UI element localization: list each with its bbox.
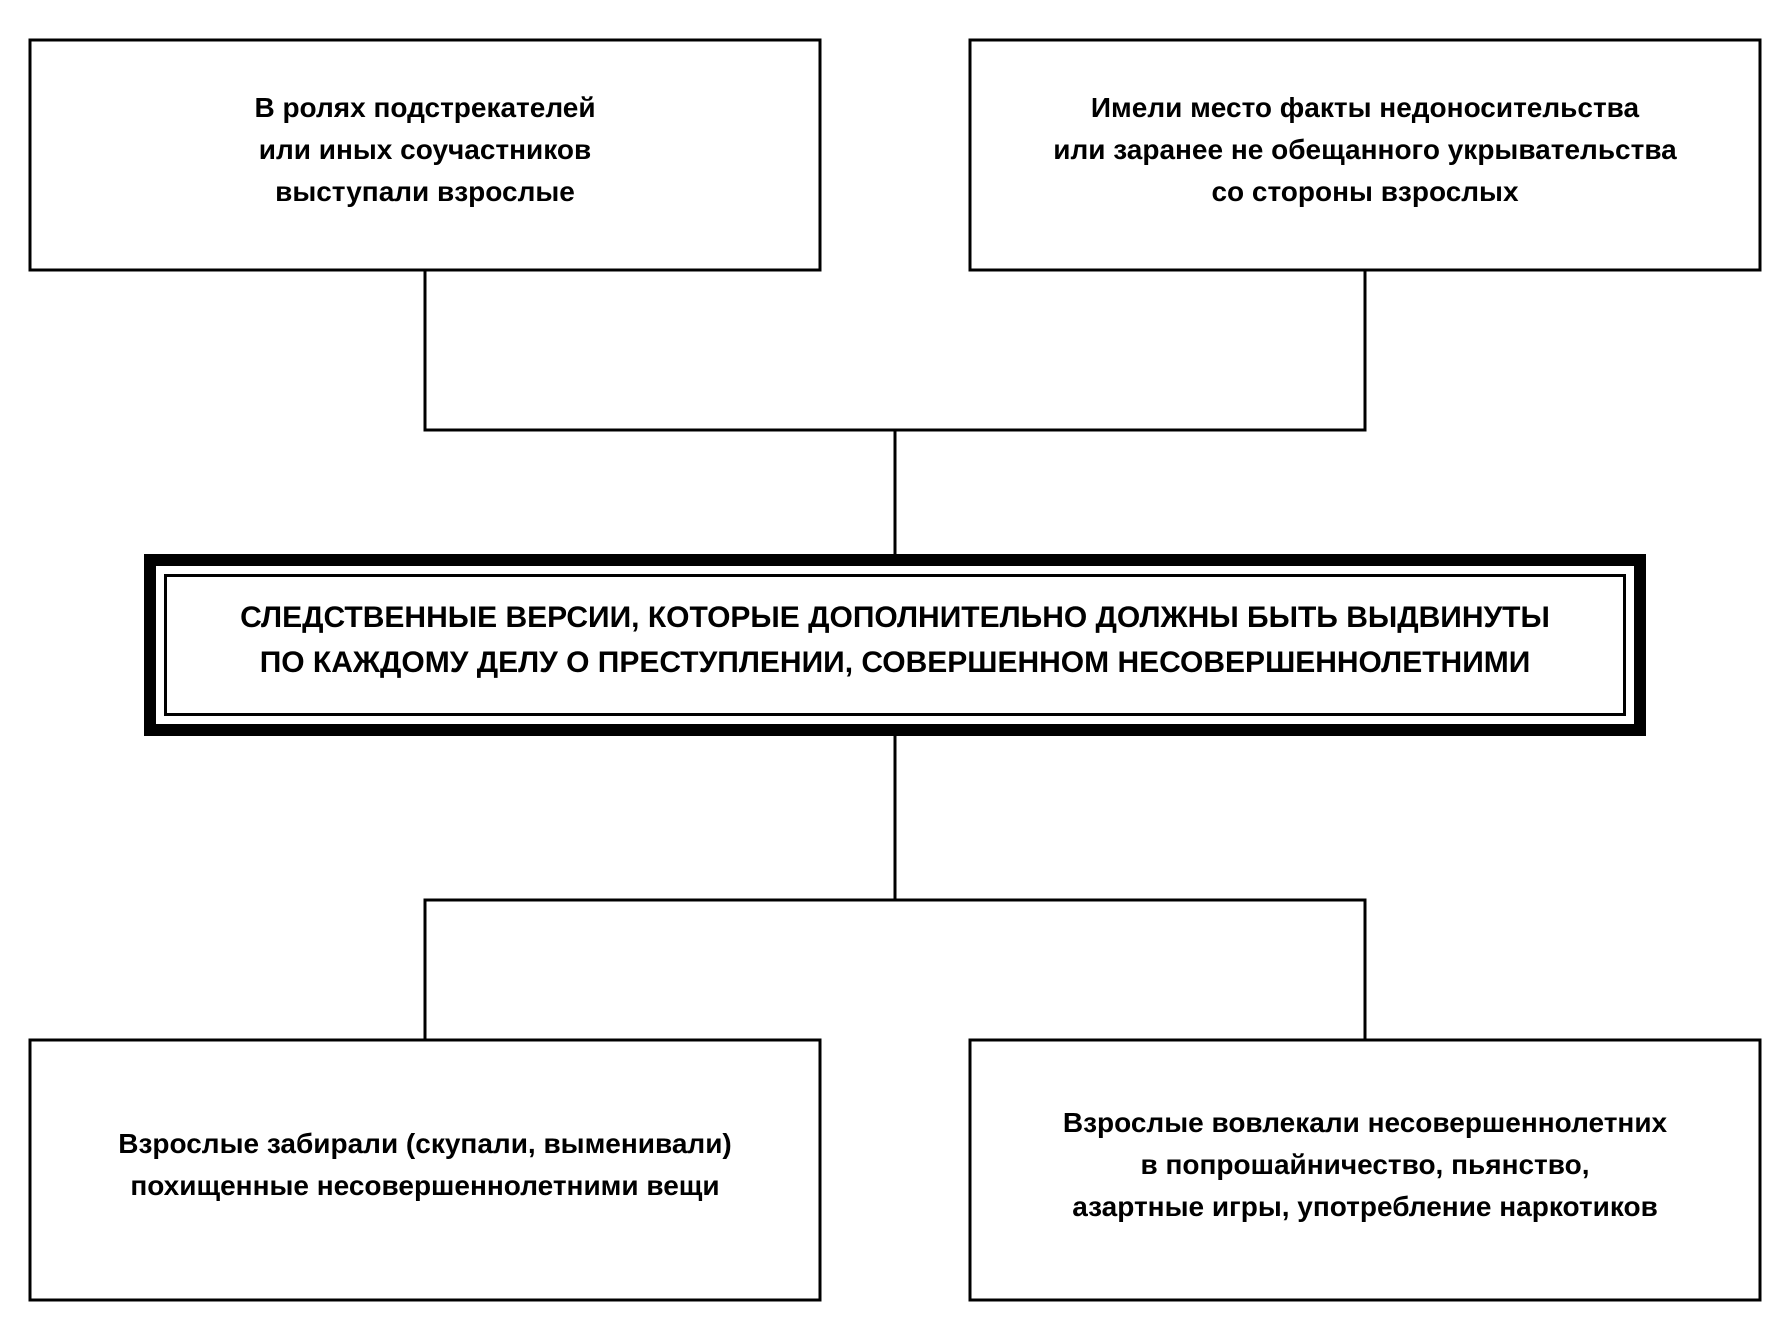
node-top-right-text: Имели место факты недоносительства bbox=[1091, 92, 1640, 123]
node-center-text: СЛЕДСТВЕННЫЕ ВЕРСИИ, КОТОРЫЕ ДОПОЛНИТЕЛЬ… bbox=[240, 601, 1550, 634]
node-top-left-text: выступали взрослые bbox=[275, 176, 575, 207]
node-top-right-text: или заранее не обещанного укрывательства bbox=[1053, 134, 1677, 165]
node-bottom-left-text: похищенные несовершеннолетними вещи bbox=[130, 1170, 719, 1201]
node-top-left-text: или иных соучастников bbox=[259, 134, 591, 165]
flowchart-canvas: В ролях подстрекателей или иных соучастни… bbox=[0, 0, 1789, 1330]
node-bottom-right-text: в попрошайничество, пьянство, bbox=[1140, 1149, 1589, 1180]
node-center-text: ПО КАЖДОМУ ДЕЛУ О ПРЕСТУПЛЕНИИ, СОВЕРШЕН… bbox=[260, 646, 1531, 679]
node-top-right-text: со стороны взрослых bbox=[1211, 176, 1519, 207]
node-bottom-right-text: азартные игры, употребление наркотиков bbox=[1072, 1191, 1658, 1222]
node-bottom-right-text: Взрослые вовлекали несовершеннолетних bbox=[1063, 1107, 1668, 1138]
node-bottom-left-text: Взрослые забирали (скупали, выменивали) bbox=[118, 1128, 731, 1159]
node-top-left-text: В ролях подстрекателей bbox=[254, 92, 595, 123]
